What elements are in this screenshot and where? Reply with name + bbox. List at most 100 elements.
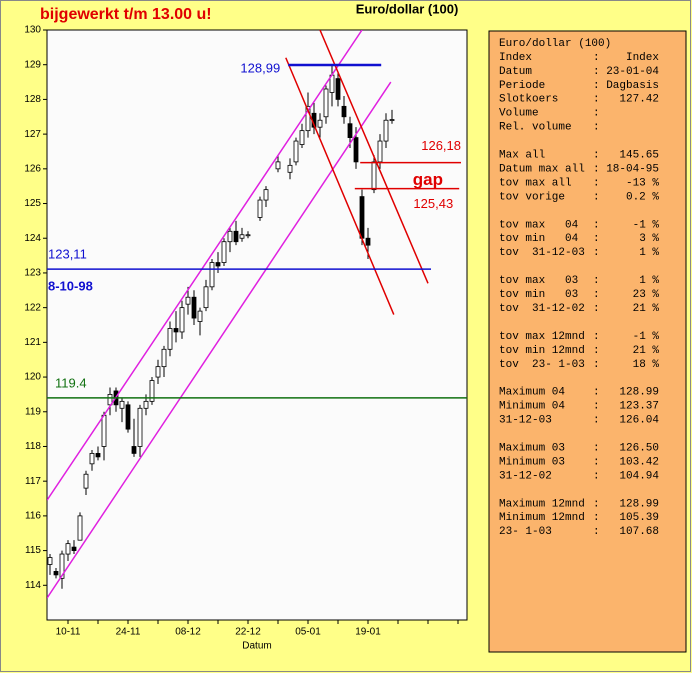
panel-value: 126.50 (619, 442, 659, 454)
candle-body (161, 348, 167, 368)
panel-sep: : (593, 275, 600, 287)
y-tick-label: 117 (25, 476, 41, 487)
chart-title: bijgewerkt t/m 13.00 u! (40, 6, 212, 23)
trend-line (47, 30, 363, 501)
panel-value: -13 % (626, 177, 659, 189)
panel-label: Maximum 04 (499, 387, 565, 399)
candle-body (155, 366, 161, 378)
y-tick-label: 129 (24, 59, 41, 70)
panel-sep: : (593, 233, 600, 245)
candle-body (257, 199, 263, 218)
panel-sep: : (593, 122, 600, 134)
panel-value: -1 % (633, 219, 660, 231)
candle-body (53, 571, 59, 576)
candle-body (131, 446, 137, 454)
panel-label: tov max all (499, 177, 572, 189)
candle-body (107, 394, 113, 406)
candle-body (371, 161, 377, 191)
candle-body (239, 234, 245, 239)
y-tick-label: 126 (24, 163, 41, 174)
candle-body (227, 230, 233, 243)
candle-body (263, 189, 269, 201)
panel-value: 105.39 (619, 512, 659, 524)
candle-body (59, 553, 65, 579)
panel-sep: : (593, 512, 600, 524)
y-tick-label: 128 (24, 94, 41, 105)
panel-value: 3 % (639, 233, 659, 245)
x-tick-label: 05-01 (295, 627, 321, 638)
panel-label: tov 23- 1-03 (499, 359, 585, 371)
y-tick-label: 130 (24, 25, 41, 36)
y-tick-label: 125 (24, 198, 41, 209)
candle-body (305, 105, 311, 132)
panel-label: tov vorige (499, 191, 565, 203)
x-tick-label: 24-11 (116, 627, 141, 638)
panel-label: Max all (499, 150, 545, 162)
panel-label: Minimum 04 (499, 401, 565, 413)
candle-body (221, 241, 227, 263)
panel-label: tov max 03 (499, 275, 578, 287)
candle-body (119, 400, 125, 409)
panel-label: Minimum 12mnd (499, 512, 585, 524)
candle-body (137, 407, 143, 447)
panel-sep: : (593, 163, 600, 175)
candle-body (203, 286, 209, 309)
level-note: 8-10-98 (48, 279, 93, 294)
panel-label: tov 31-12-02 (499, 303, 585, 315)
x-axis-label: Datum (242, 641, 271, 652)
level-label: 119.4 (55, 375, 87, 390)
panel-sep: : (593, 526, 600, 538)
candle-body (275, 161, 281, 170)
panel-label: Datum (499, 66, 532, 78)
panel-value: Dagbasis (606, 80, 659, 92)
candle-body (77, 515, 83, 541)
trend-line (285, 57, 395, 315)
panel-sep: : (593, 80, 600, 92)
candle-body (317, 119, 323, 128)
panel-value: 128.99 (619, 387, 659, 399)
panel-sep: : (593, 359, 600, 371)
panel-label: Index (499, 52, 532, 64)
panel-label: Minimum 03 (499, 456, 565, 468)
panel-label: 23- 1-03 (499, 526, 552, 538)
panel-value: 107.68 (619, 526, 659, 538)
y-tick-label: 115 (25, 545, 41, 556)
candle-body (179, 307, 185, 333)
candle-body (245, 234, 251, 237)
candle-body (233, 230, 239, 243)
panel-value: 18-04-95 (606, 163, 659, 175)
panel-value: 18 % (633, 359, 660, 371)
candle-body (89, 453, 95, 465)
candle-body (335, 78, 341, 100)
trend-line (47, 81, 392, 599)
panel-sep: : (593, 94, 600, 106)
panel-label: Rel. volume (499, 122, 572, 134)
level-label: 125,43 (413, 196, 453, 211)
panel-label: Periode (499, 80, 545, 92)
candle-body (359, 196, 365, 239)
candle-body (383, 119, 389, 142)
candle-body (209, 262, 215, 288)
panel-label: tov 31-12-03 (499, 247, 585, 259)
candle-body (167, 328, 173, 350)
panel-value: Index (626, 52, 659, 64)
panel-label: Volume (499, 108, 539, 120)
panel-sep: : (593, 219, 600, 231)
panel-label: Maximum 12mnd (499, 498, 585, 510)
candle-body (377, 140, 383, 163)
y-tick-label: 127 (24, 129, 41, 140)
candle-body (389, 119, 395, 121)
candle-body (197, 310, 203, 322)
candle-body (47, 557, 53, 565)
panel-sep: : (593, 66, 600, 78)
candle-body (149, 380, 155, 402)
level-label: 126,18 (421, 138, 461, 153)
panel-value: 1 % (639, 275, 659, 287)
level-label: 123,11 (48, 247, 87, 262)
panel-sep: : (593, 108, 600, 120)
candle-body (353, 137, 359, 163)
panel-sep: : (593, 52, 600, 64)
panel-sep: : (593, 401, 600, 413)
